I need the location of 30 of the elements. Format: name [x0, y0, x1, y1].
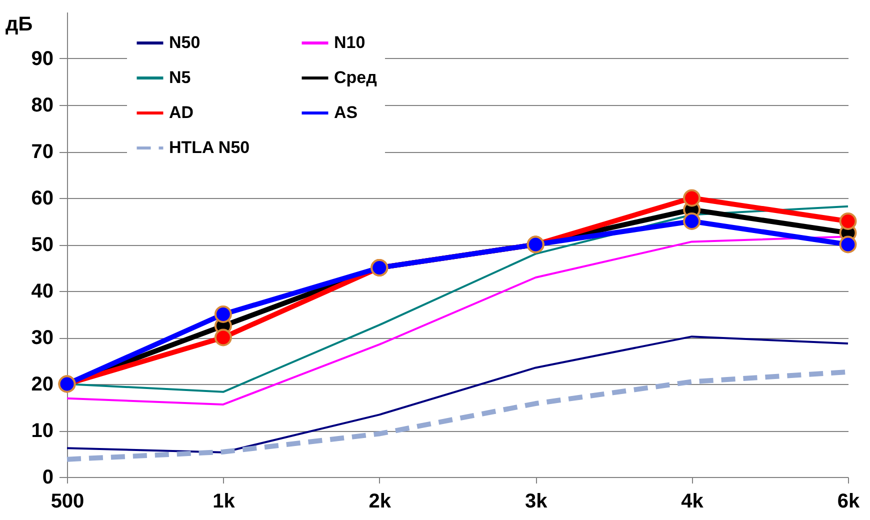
- legend-label: Сред: [334, 68, 378, 87]
- y-tick-label: 30: [31, 327, 54, 349]
- legend-label: N5: [169, 68, 191, 87]
- y-axis-title: дБ: [6, 14, 33, 36]
- y-tick-label: 80: [31, 94, 54, 116]
- x-tick-label: 500: [50, 490, 84, 512]
- point: [214, 306, 232, 323]
- x-tick-label: 3k: [524, 490, 548, 512]
- y-tick-label: 0: [42, 466, 54, 488]
- point: [683, 212, 701, 230]
- y-tick-label: 60: [31, 188, 54, 210]
- legend-label: AS: [334, 103, 358, 122]
- legend-label: N10: [334, 33, 366, 52]
- y-tick-label: 10: [31, 420, 54, 442]
- x-tick-label: 1k: [212, 490, 236, 512]
- y-tick-label: 50: [31, 234, 54, 256]
- legend-label: N50: [169, 33, 200, 52]
- x-tick-label: 6k: [837, 490, 860, 512]
- y-tick-label: 90: [31, 48, 54, 70]
- x-tick-label: 2k: [368, 490, 392, 512]
- y-tick-label: 20: [31, 374, 54, 396]
- x-tick-label: 4k: [681, 490, 704, 512]
- point: [214, 328, 232, 346]
- y-tick-label: 70: [31, 141, 54, 163]
- point: [683, 189, 701, 207]
- legend-label: HTLA N50: [169, 138, 250, 157]
- legend-label: AD: [169, 103, 194, 122]
- point: [839, 236, 857, 254]
- y-tick-label: 40: [31, 280, 54, 302]
- point: [839, 212, 857, 230]
